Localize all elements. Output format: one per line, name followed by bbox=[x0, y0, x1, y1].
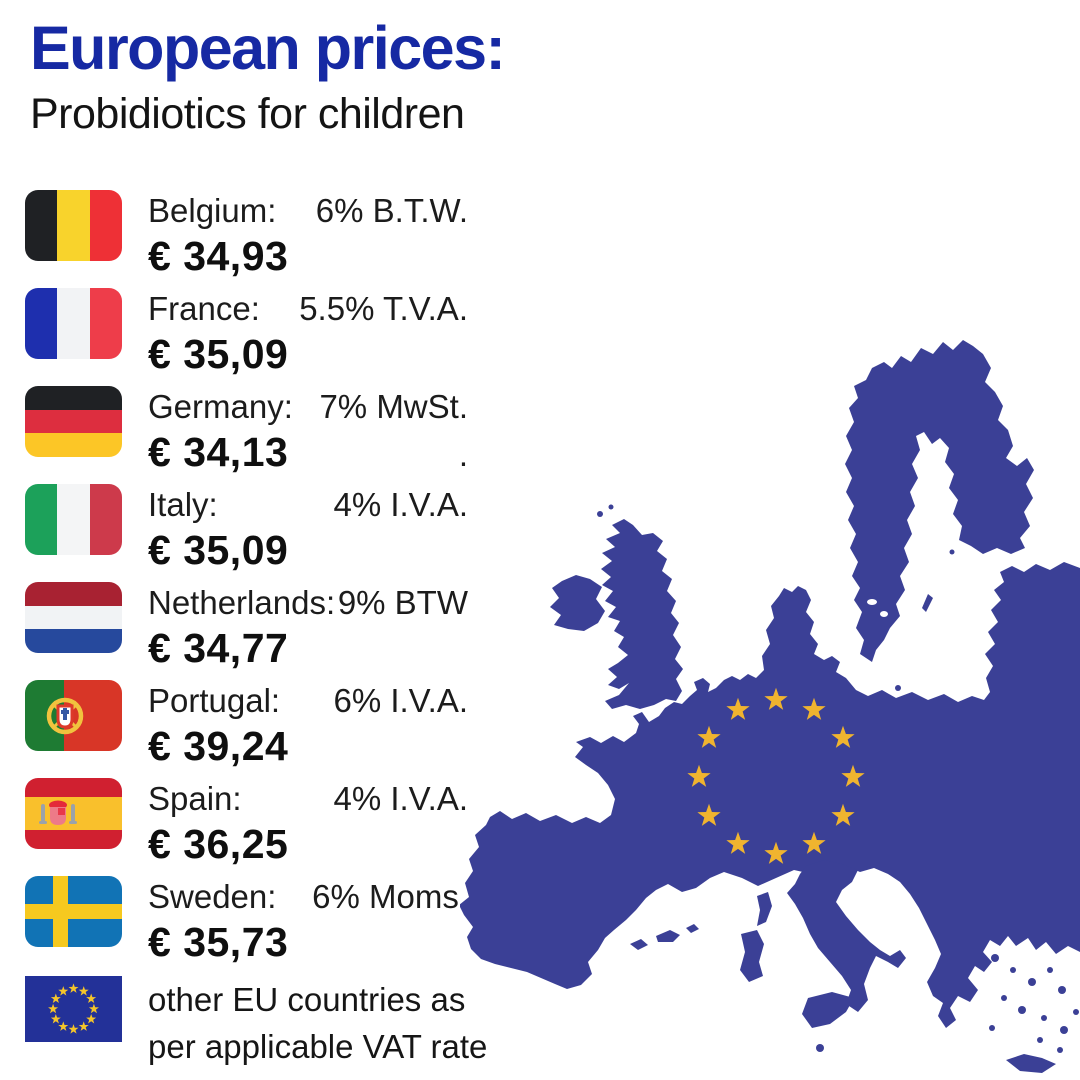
list-item-france: France: 5.5% T.V.A. € 35,09 bbox=[25, 288, 468, 377]
sweden-flag-icon bbox=[25, 876, 122, 947]
price-value: € 34,93 bbox=[148, 233, 289, 279]
landmass-great-britain bbox=[601, 519, 683, 709]
belgium-flag-icon bbox=[25, 190, 122, 261]
country-label: Spain: bbox=[148, 780, 242, 817]
island-aegean bbox=[1001, 995, 1007, 1001]
island-aegean bbox=[989, 1025, 995, 1031]
island-corsica bbox=[757, 892, 772, 926]
vat-rate-label: 6% B.T.W. bbox=[315, 192, 468, 229]
island-scottish bbox=[597, 511, 603, 517]
island-bornholm bbox=[895, 685, 901, 691]
footer-note: other EU countries as per applicable VAT… bbox=[148, 976, 487, 1071]
portugal-emblem bbox=[47, 697, 84, 734]
price-value: € 35,09 bbox=[148, 527, 289, 573]
list-item-text: France: 5.5% T.V.A. € 35,09 bbox=[148, 288, 468, 378]
list-item-text: Portugal: 6% I.V.A. € 39,24 bbox=[148, 680, 468, 770]
island-aegean bbox=[1073, 1009, 1079, 1015]
island-gotland bbox=[922, 594, 933, 612]
list-item-text: Italy: 4% I.V.A. € 35,09 bbox=[148, 484, 468, 574]
eu-flag-icon bbox=[25, 976, 122, 1042]
price-value: € 35,73 bbox=[148, 919, 289, 965]
list-item-text: Belgium: 6% B.T.W. € 34,93 bbox=[148, 190, 468, 280]
country-label: Germany: bbox=[148, 388, 293, 425]
list-item-sweden: Sweden: 6% Moms. € 35,73 bbox=[25, 876, 468, 965]
spain-emblem bbox=[39, 800, 77, 825]
island-balearic-2 bbox=[656, 930, 680, 942]
page-subtitle: Probidiotics for children bbox=[30, 89, 465, 138]
vat-rate-label: 5.5% T.V.A. bbox=[299, 290, 468, 327]
europe-map bbox=[460, 320, 1080, 1080]
lake-vanern bbox=[867, 599, 877, 605]
island-aegean bbox=[1041, 1015, 1047, 1021]
island-aegean bbox=[1018, 1006, 1026, 1014]
netherlands-flag-icon bbox=[25, 582, 122, 653]
island-balearic-1 bbox=[630, 939, 648, 950]
price-value: € 36,25 bbox=[148, 821, 289, 867]
vat-rate-label: 9% BTW bbox=[337, 584, 468, 621]
footer-note-line1: other EU countries as bbox=[148, 981, 466, 1018]
footer-note-line2: per applicable VAT rate bbox=[148, 1027, 488, 1065]
list-item-text: Netherlands: 9% BTW € 34,77 bbox=[148, 582, 468, 672]
island-crete bbox=[1006, 1054, 1056, 1073]
island-aegean bbox=[1037, 1037, 1043, 1043]
portugal-flag-icon bbox=[25, 680, 122, 751]
spain-flag-icon bbox=[25, 778, 122, 849]
list-item-netherlands: Netherlands: 9% BTW € 34,77 bbox=[25, 582, 468, 671]
vat-rate-label: 4% I.V.A. bbox=[333, 486, 468, 523]
price-list: Belgium: 6% B.T.W. € 34,93 France: 5.5% … bbox=[25, 190, 468, 965]
country-label: Netherlands: bbox=[148, 584, 336, 621]
price-value: € 35,09 bbox=[148, 331, 289, 377]
island-aegean bbox=[1047, 967, 1053, 973]
vat-rate-label: 4% I.V.A. bbox=[333, 780, 468, 817]
landmass-ireland bbox=[550, 575, 605, 631]
lake-vattern bbox=[880, 611, 888, 617]
island-balearic-3 bbox=[686, 924, 699, 933]
country-label: Italy: bbox=[148, 486, 218, 523]
island-sardinia bbox=[740, 930, 764, 982]
vat-rate-label: 6% Moms. bbox=[312, 878, 468, 915]
landmass-continent bbox=[460, 562, 1080, 1028]
italy-flag-icon bbox=[25, 484, 122, 555]
landmass-scandinavia bbox=[845, 340, 1034, 662]
price-value: € 34,77 bbox=[148, 625, 289, 671]
vat-extra: . bbox=[458, 436, 468, 473]
island-sicily bbox=[802, 992, 854, 1028]
island-scottish bbox=[608, 504, 614, 510]
country-label: France: bbox=[148, 290, 260, 327]
island-aegean bbox=[991, 954, 999, 962]
list-item-belgium: Belgium: 6% B.T.W. € 34,93 bbox=[25, 190, 468, 279]
island-malta bbox=[816, 1044, 824, 1052]
island-aegean bbox=[1010, 967, 1016, 973]
list-item-italy: Italy: 4% I.V.A. € 35,09 bbox=[25, 484, 468, 573]
island-aegean bbox=[1058, 986, 1066, 994]
list-item-text: Sweden: 6% Moms. € 35,73 bbox=[148, 876, 468, 966]
price-value: € 39,24 bbox=[148, 723, 289, 769]
list-item-portugal: Portugal: 6% I.V.A. € 39,24 bbox=[25, 680, 468, 769]
header: European prices: Probidiotics for childr… bbox=[30, 14, 506, 139]
island-aegean bbox=[1028, 978, 1036, 986]
footer-note-row: other EU countries as per applicable VAT… bbox=[25, 976, 487, 1071]
list-item-spain: Spain: 4% I.V.A. € 36,25 bbox=[25, 778, 468, 867]
list-item-text: Spain: 4% I.V.A. € 36,25 bbox=[148, 778, 468, 868]
island-aegean bbox=[1057, 1047, 1063, 1053]
country-label: Portugal: bbox=[148, 682, 281, 719]
island-aland bbox=[949, 549, 955, 555]
page-title: European prices: bbox=[30, 14, 506, 82]
landmass-italy bbox=[787, 860, 906, 1012]
price-value: € 34,13 bbox=[148, 429, 289, 475]
list-item-germany: Germany: 7% MwSt. € 34,13 . bbox=[25, 386, 468, 475]
island-aegean bbox=[1060, 1026, 1068, 1034]
vat-rate-label: 7% MwSt. bbox=[319, 388, 468, 425]
germany-flag-icon bbox=[25, 386, 122, 457]
vat-rate-label: 6% I.V.A. bbox=[333, 682, 468, 719]
country-label: Belgium: bbox=[148, 192, 277, 229]
country-label: Sweden: bbox=[148, 878, 277, 915]
france-flag-icon bbox=[25, 288, 122, 359]
list-item-text: Germany: 7% MwSt. € 34,13 . bbox=[148, 386, 468, 476]
